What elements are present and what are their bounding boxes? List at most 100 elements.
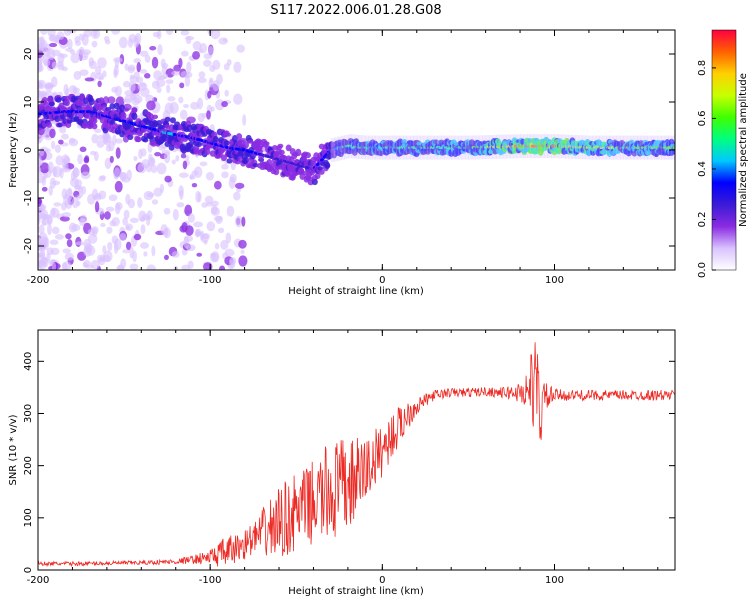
heatmap-noise-cell: [186, 61, 192, 74]
heatmap-noise-cell: [75, 241, 85, 246]
heatmap-noise-cell: [157, 44, 163, 56]
heatmap-noise-cell: [187, 213, 195, 223]
heatmap-noise-cell: [219, 265, 226, 270]
heatmap-noise-cell: [154, 151, 162, 157]
heatmap-noise-cell: [79, 146, 87, 153]
heatmap-noise-cell: [113, 57, 123, 63]
heatmap-noise-cell: [62, 248, 71, 254]
heatmap-noise-cell: [97, 134, 104, 141]
snr-x-label: Height of straight line (km): [288, 586, 424, 597]
heatmap-noise-cell: [200, 230, 205, 241]
spectrogram-y-tick-label: 20: [23, 48, 34, 61]
heatmap-noise-cell: [184, 75, 191, 87]
heatmap-noise-cell: [171, 251, 180, 258]
heatmap-noise-cell: [226, 205, 235, 217]
heatmap-noise-cell: [124, 90, 134, 97]
heatmap-halo-cell: [437, 135, 442, 160]
heatmap-halo-cell: [347, 134, 352, 159]
heatmap-noise-cell: [72, 167, 79, 179]
heatmap-cell: [314, 172, 321, 180]
heatmap-halo-cell: [585, 135, 590, 160]
heatmap-cell: [220, 154, 227, 162]
heatmap-halo-cell: [619, 135, 624, 160]
heatmap-noise-cell: [191, 170, 199, 176]
heatmap-noise-cell: [80, 171, 91, 180]
heatmap-noise-cell: [233, 61, 242, 73]
heatmap-noise-cell: [123, 209, 130, 220]
heatmap-halo-cell: [595, 135, 600, 160]
heatmap-noise-cell: [149, 45, 157, 51]
heatmap-halo-cell: [389, 135, 394, 160]
heatmap-noise-cell: [141, 158, 151, 169]
heatmap-noise-cell: [97, 57, 107, 69]
heatmap-noise-cell: [76, 194, 81, 200]
heatmap-noise-cell: [38, 44, 44, 52]
heatmap-halo-cell: [337, 136, 342, 161]
heatmap-noise-cell: [172, 208, 179, 221]
heatmap-noise-cell: [118, 36, 128, 49]
heatmap-noise-cell: [159, 183, 165, 194]
heatmap-noise-cell: [225, 232, 232, 244]
heatmap-noise-cell: [164, 102, 174, 115]
colorbar-tick-label: 0.8: [697, 60, 708, 76]
heatmap-halo-cell: [382, 135, 387, 160]
heatmap-noise-cell: [178, 96, 184, 104]
heatmap-halo-cell: [454, 135, 459, 160]
heatmap-noise-cell: [191, 182, 198, 188]
heatmap-halo-cell: [423, 135, 428, 160]
heatmap-noise-cell: [212, 79, 220, 92]
heatmap-noise-cell: [134, 32, 142, 45]
heatmap-cell: [324, 163, 331, 168]
heatmap-halo-cell: [334, 137, 339, 162]
heatmap-noise-cell: [151, 199, 159, 205]
heatmap-noise-cell: [179, 82, 185, 89]
heatmap-noise-cell: [139, 50, 149, 57]
heatmap-noise-cell: [139, 242, 149, 249]
heatmap-noise-cell: [144, 54, 151, 63]
heatmap-noise-cell: [39, 30, 48, 36]
heatmap-noise-cell: [136, 62, 142, 73]
heatmap-noise-cell: [122, 217, 129, 226]
heatmap-noise-cell: [119, 233, 127, 242]
heatmap-noise-cell: [56, 31, 65, 40]
heatmap-halo-cell: [602, 135, 607, 160]
heatmap-noise-cell: [38, 262, 43, 268]
heatmap-halo-cell: [533, 134, 538, 159]
spectrogram-x-tick-label: -200: [27, 275, 50, 286]
heatmap-cell: [84, 112, 91, 119]
heatmap-noise-cell: [208, 46, 214, 57]
heatmap-cell: [131, 107, 138, 113]
heatmap-noise-cell: [221, 171, 229, 179]
heatmap-halo-cell: [341, 135, 346, 160]
heatmap-noise-cell: [148, 157, 156, 167]
heatmap-noise-cell: [90, 30, 101, 40]
heatmap-noise-cell: [45, 83, 52, 89]
heatmap-noise-cell: [137, 82, 148, 92]
heatmap-cell: [204, 148, 211, 155]
heatmap-noise-cell: [217, 227, 225, 234]
colorbar-gradient: [712, 30, 736, 270]
heatmap-noise-cell: [124, 94, 133, 105]
heatmap-halo-cell: [358, 135, 363, 160]
heatmap-noise-cell: [78, 46, 85, 56]
heatmap-noise-cell: [74, 36, 80, 43]
spectrogram-x-tick-label: 0: [379, 275, 385, 286]
heatmap-noise-cell: [137, 197, 143, 208]
snr-background: [38, 330, 675, 570]
heatmap-noise-cell: [49, 177, 56, 189]
heatmap-noise-cell: [51, 226, 60, 235]
heatmap-noise-cell: [166, 84, 171, 94]
heatmap-noise-cell: [220, 239, 229, 250]
heatmap-noise-cell: [60, 202, 67, 211]
heatmap-noise-cell: [175, 155, 180, 162]
heatmap-noise-cell: [71, 223, 81, 232]
heatmap-cell: [271, 145, 278, 151]
heatmap-noise-cell: [93, 151, 99, 162]
snr-x-tick-label: 100: [545, 575, 564, 586]
heatmap-noise-cell: [104, 132, 111, 144]
heatmap-noise-cell: [49, 239, 59, 246]
heatmap-noise-cell: [91, 133, 99, 144]
heatmap-noise-cell: [164, 175, 172, 183]
heatmap-noise-cell: [218, 37, 228, 45]
